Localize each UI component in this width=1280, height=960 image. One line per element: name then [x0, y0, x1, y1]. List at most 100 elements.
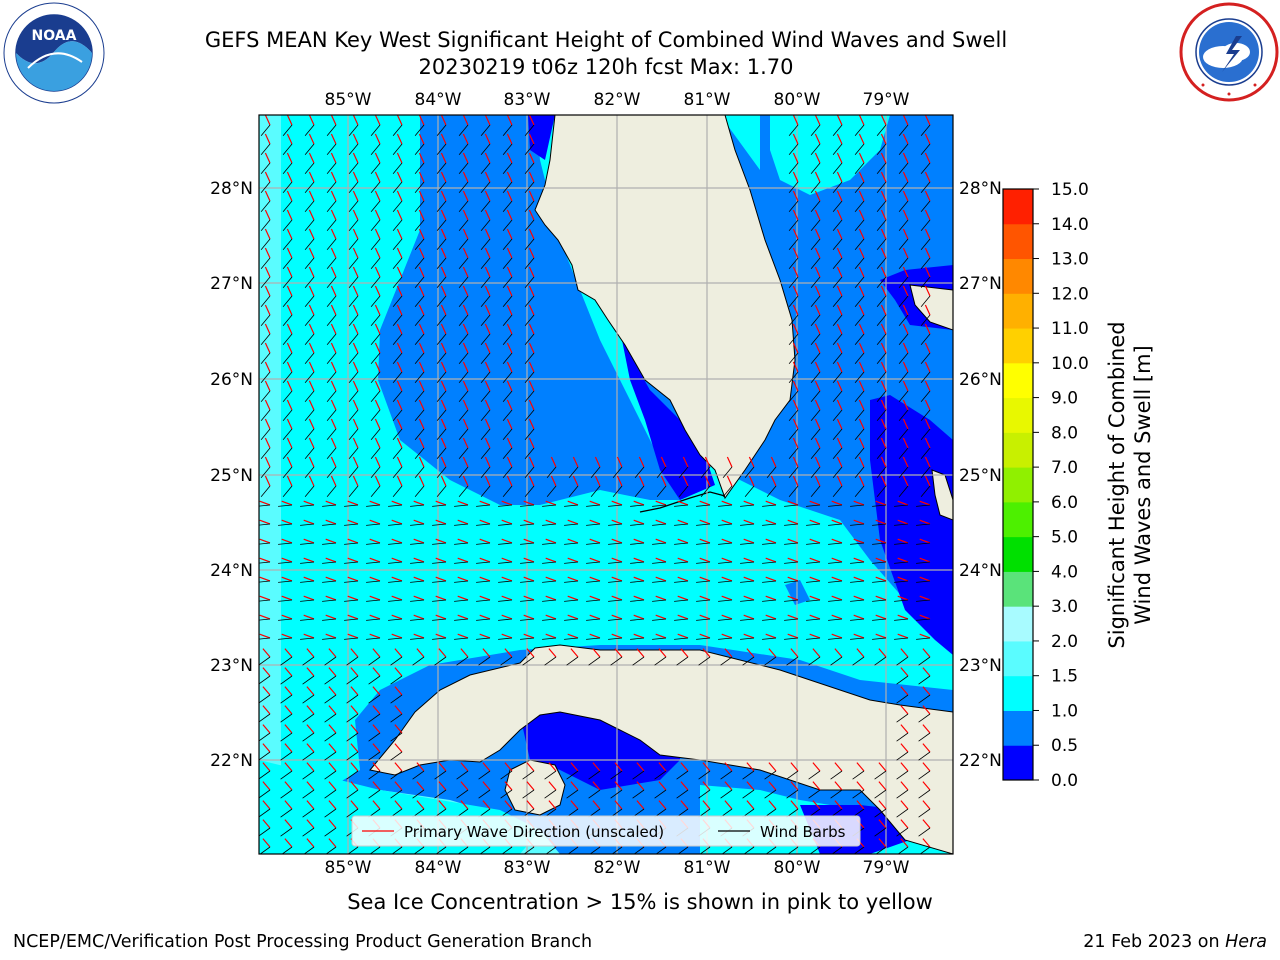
wind-barb: [718, 637, 733, 640]
wind-barb: [854, 124, 865, 137]
wind-barb: [810, 257, 821, 270]
wind-barb: [524, 428, 535, 441]
wind-barb: [346, 694, 359, 704]
wind-barb: [458, 352, 469, 365]
wind-barb: [718, 542, 733, 545]
wind-barb: [810, 333, 821, 346]
wave-direction-arrow: [416, 781, 425, 791]
wave-direction-arrow: [902, 380, 909, 392]
wind-barb: [260, 162, 271, 175]
wave-direction-arrow: [878, 781, 887, 791]
wave-direction-arrow: [768, 781, 777, 791]
wave-direction-arrow: [352, 171, 359, 183]
wind-barb: [524, 162, 535, 175]
wave-direction-arrow: [592, 762, 601, 772]
wave-direction-arrow: [308, 247, 315, 259]
wind-barb: [876, 181, 887, 194]
wave-direction-arrow: [374, 456, 381, 468]
wave-direction-arrow: [787, 633, 799, 639]
wind-barb: [788, 143, 799, 156]
wind-barb: [588, 770, 601, 780]
wave-direction-arrow: [506, 266, 513, 278]
wave-direction-arrow: [814, 209, 821, 221]
wind-barb: [920, 238, 931, 251]
wind-barb: [326, 428, 337, 441]
wind-barb: [300, 561, 315, 564]
wave-direction-arrow: [836, 171, 843, 183]
wave-direction-arrow: [528, 190, 535, 202]
wave-direction-arrow: [880, 171, 887, 183]
wave-direction-arrow: [413, 595, 425, 601]
wind-barb: [854, 485, 865, 498]
wave-direction-arrow: [479, 538, 491, 544]
wave-direction-arrow: [330, 115, 337, 126]
wave-direction-arrow: [545, 519, 557, 525]
wave-direction-arrow: [853, 538, 865, 544]
wave-direction-arrow: [831, 500, 843, 506]
wave-direction-arrow: [308, 380, 315, 392]
wind-barb: [832, 143, 843, 156]
wind-barb: [718, 618, 733, 621]
wind-barb: [722, 485, 733, 498]
wave-direction-arrow: [919, 557, 931, 563]
wave-direction-arrow: [308, 418, 315, 430]
wave-direction-arrow: [303, 557, 315, 563]
wave-direction-arrow: [286, 209, 293, 221]
wind-barb: [410, 637, 425, 640]
wind-barb: [348, 428, 359, 441]
wind-barb: [920, 314, 931, 327]
wave-direction-arrow: [308, 152, 315, 164]
wave-direction-arrow: [347, 633, 359, 639]
wave-direction-arrow: [743, 538, 755, 544]
wind-barb: [920, 485, 931, 498]
wave-direction-arrow: [306, 648, 315, 658]
wave-direction-arrow: [440, 437, 447, 449]
wind-barb: [302, 770, 315, 780]
wind-barb: [810, 371, 821, 384]
wind-barb: [608, 542, 623, 545]
wave-direction-arrow: [743, 614, 755, 620]
wind-barb: [850, 637, 865, 640]
wave-direction-arrow: [858, 247, 865, 259]
wind-barb: [282, 181, 293, 194]
wind-barb: [498, 637, 513, 640]
colorbar-tick-label: 2.0: [1051, 632, 1078, 652]
wave-direction-arrow: [501, 557, 513, 563]
wind-barb: [700, 466, 711, 479]
wave-direction-arrow: [372, 800, 381, 810]
wave-direction-arrow: [721, 519, 733, 525]
wave-direction-arrow: [396, 380, 403, 392]
wind-barb: [260, 181, 271, 194]
wave-direction-arrow: [396, 399, 403, 411]
wave-direction-arrow: [264, 152, 271, 164]
wave-direction-arrow: [902, 133, 909, 145]
wind-barb: [788, 390, 799, 403]
wind-barb: [898, 333, 909, 346]
wind-barb: [850, 561, 865, 564]
wind-barb: [390, 694, 403, 704]
wave-direction-arrow: [306, 686, 315, 696]
wind-barb: [410, 561, 425, 564]
wave-direction-arrow: [545, 576, 557, 582]
wind-barb: [348, 485, 359, 498]
wind-barb: [432, 599, 447, 602]
wave-direction-arrow: [528, 152, 535, 164]
wave-direction-arrow: [308, 190, 315, 202]
wind-barb: [348, 219, 359, 232]
wave-direction-arrow: [611, 633, 623, 639]
wind-barb: [806, 599, 821, 602]
wind-barb: [259, 542, 271, 545]
wave-direction-arrow: [435, 538, 447, 544]
wind-barb: [674, 599, 689, 602]
colorbar-tick-label: 1.5: [1051, 667, 1078, 687]
wind-barb: [414, 409, 425, 422]
wave-direction-arrow: [528, 304, 535, 316]
wind-barb: [348, 409, 359, 422]
wind-barb: [259, 561, 271, 564]
wave-direction-arrow: [374, 228, 381, 240]
wind-barb: [392, 276, 403, 289]
wind-barb: [412, 770, 425, 780]
wave-direction-arrow: [528, 456, 535, 468]
wave-direction-arrow: [638, 456, 645, 468]
wave-direction-arrow: [347, 557, 359, 563]
